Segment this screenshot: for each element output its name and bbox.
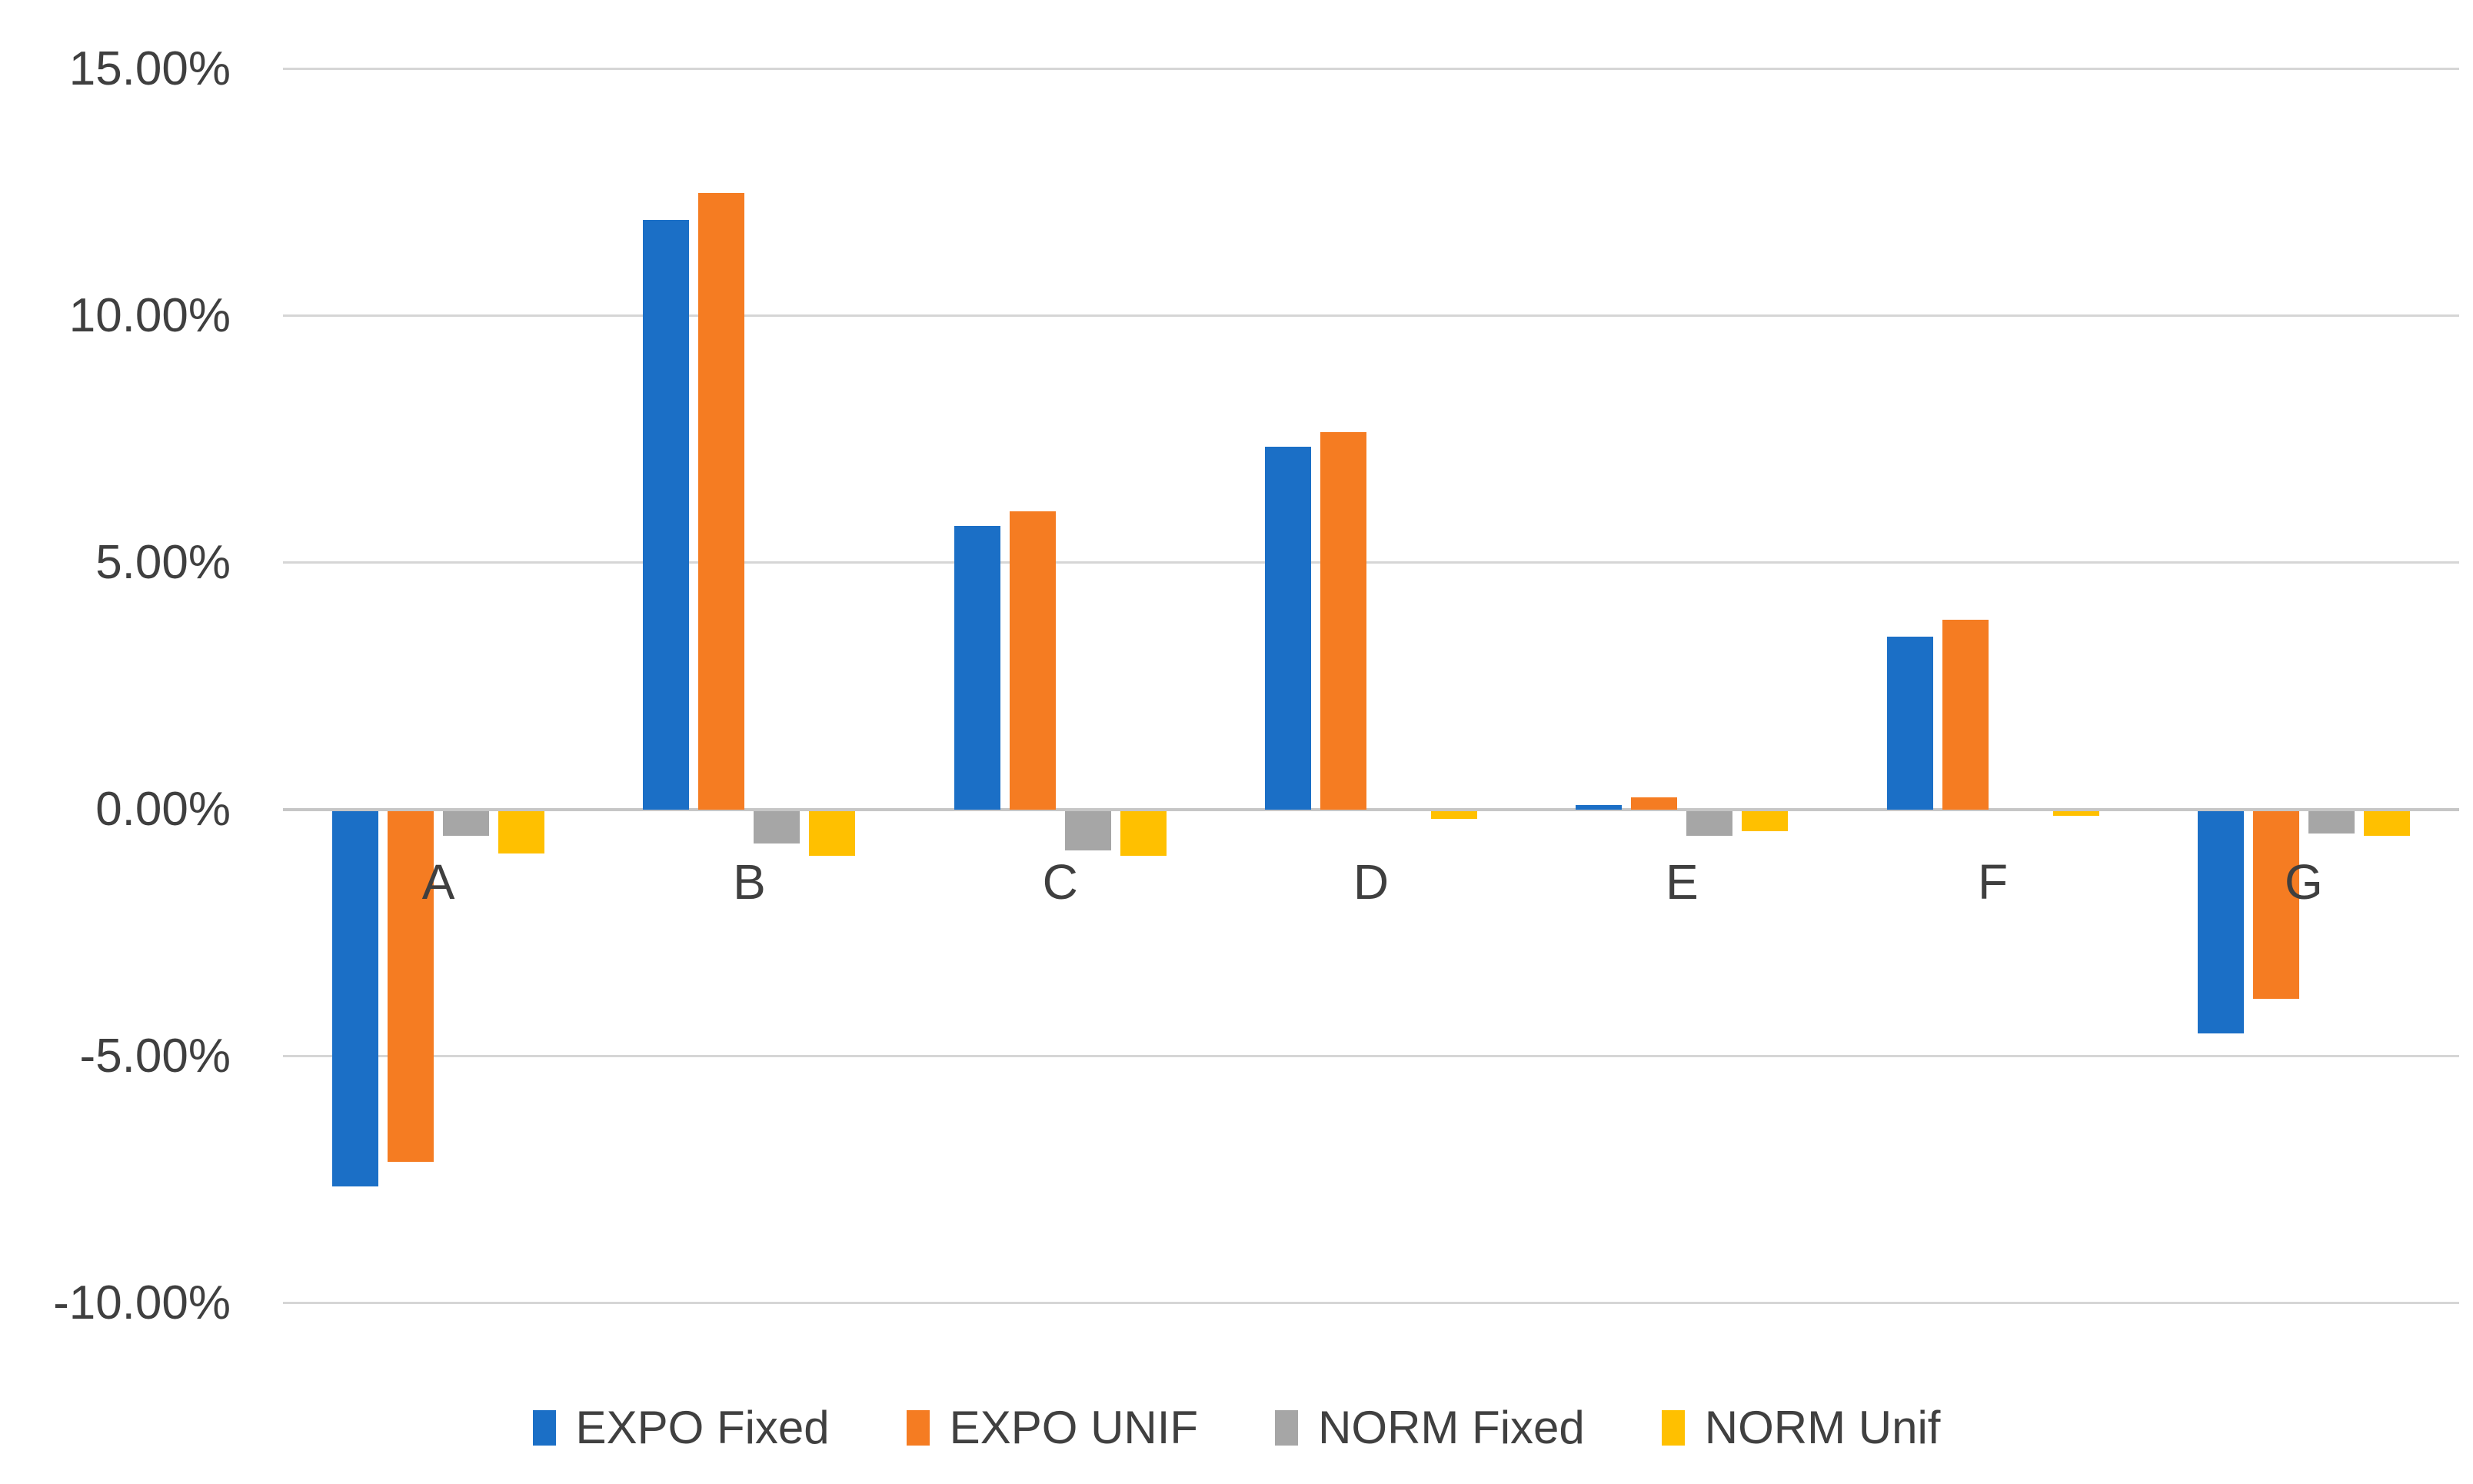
legend-item-expo-fixed: EXPO Fixed	[532, 1401, 830, 1455]
bar-c-expo-fixed	[954, 525, 1000, 810]
y-axis-tick-label: 15.00%	[68, 42, 231, 95]
legend-label-norm-fixed: NORM Fixed	[1318, 1402, 1585, 1453]
bar-c-norm-unif	[1120, 811, 1167, 856]
bar-e-expo-unif	[1631, 797, 1678, 810]
bar-e-expo-fixed	[1576, 804, 1623, 810]
y-axis-tick-label: 10.00%	[68, 289, 231, 342]
legend-label-expo-unif: EXPO UNIF	[949, 1402, 1199, 1453]
category-label-d: D	[1353, 854, 1390, 910]
bar-f-norm-unif	[2052, 811, 2099, 817]
bar-a-norm-fixed	[443, 811, 490, 837]
bar-b-norm-fixed	[754, 811, 800, 843]
category-label-b: B	[733, 854, 766, 910]
legend-label-norm-unif: NORM Unif	[1704, 1402, 1941, 1453]
bar-b-expo-fixed	[643, 219, 690, 810]
bar-g-norm-unif	[2363, 811, 2410, 837]
legend-swatch-norm-unif	[1661, 1410, 1685, 1446]
bar-c-norm-fixed	[1064, 811, 1111, 851]
y-axis-tick-label: -10.00%	[53, 1276, 231, 1329]
gridline	[283, 1055, 2459, 1057]
bar-a-expo-unif	[388, 811, 434, 1162]
category-label-c: C	[1042, 854, 1078, 910]
category-label-e: E	[1665, 854, 1699, 910]
legend-item-norm-unif: NORM Unif	[1661, 1401, 1941, 1455]
y-axis-tick-label: -5.00%	[79, 1030, 231, 1083]
gridline	[283, 1302, 2459, 1304]
gridline	[283, 68, 2459, 70]
category-label-f: F	[1978, 854, 2009, 910]
legend-item-norm-fixed: NORM Fixed	[1275, 1401, 1585, 1455]
bar-a-expo-fixed	[332, 811, 379, 1186]
bar-e-norm-fixed	[1686, 811, 1733, 837]
legend-label-expo-fixed: EXPO Fixed	[575, 1402, 830, 1453]
legend: EXPO Fixed EXPO UNIF NORM Fixed NORM Unif	[0, 1401, 2473, 1455]
gridline	[283, 314, 2459, 317]
legend-item-expo-unif: EXPO UNIF	[906, 1401, 1199, 1455]
y-axis-tick-label: 5.00%	[95, 536, 231, 589]
zero-gridline	[283, 808, 2459, 811]
bar-b-expo-unif	[698, 192, 745, 810]
legend-swatch-expo-fixed	[532, 1410, 556, 1446]
bar-d-expo-fixed	[1265, 447, 1311, 810]
legend-swatch-expo-unif	[906, 1410, 930, 1446]
y-axis-tick-label: 0.00%	[95, 783, 231, 836]
bar-e-norm-unif	[1742, 811, 1789, 831]
bar-d-expo-unif	[1320, 431, 1366, 810]
bar-b-norm-unif	[809, 811, 856, 856]
category-label-g: G	[2284, 854, 2323, 910]
bar-g-expo-unif	[2252, 811, 2299, 999]
bar-c-expo-unif	[1009, 511, 1056, 810]
bar-a-norm-unif	[498, 811, 545, 853]
bar-d-norm-unif	[1431, 811, 1477, 819]
gridline	[283, 561, 2459, 564]
category-label-a: A	[421, 854, 455, 910]
bar-g-norm-fixed	[2308, 811, 2355, 834]
bar-f-expo-fixed	[1886, 637, 1933, 810]
bar-g-expo-fixed	[2197, 811, 2244, 1033]
bar-f-expo-unif	[1942, 619, 1989, 810]
legend-swatch-norm-fixed	[1275, 1410, 1299, 1446]
